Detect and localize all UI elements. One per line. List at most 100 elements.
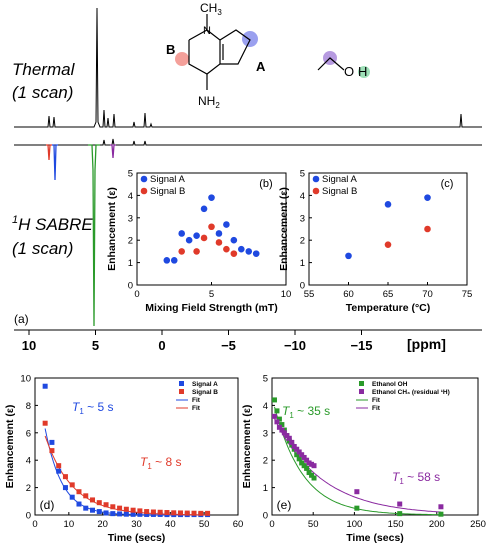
- chart-d-series-1-point-18: [164, 510, 170, 516]
- chart-d-series-0-point-13: [130, 511, 136, 517]
- chart-c-xtick-label-4: 75: [462, 289, 473, 300]
- chart-d-xtick-label-3: 30: [131, 519, 142, 530]
- chart-e-series-1-point-2: [276, 424, 282, 430]
- chart-d-series-0-point-11: [117, 511, 123, 517]
- chart-d-frame: [34, 377, 239, 516]
- chart-d-series-0-point-7: [90, 507, 96, 513]
- chart-d-series-1-point-12: [123, 506, 129, 512]
- ethanol-ch-peak: [110, 144, 116, 159]
- amine-label: NH2: [198, 94, 220, 110]
- ppm-tick-label-0: 10: [22, 338, 36, 353]
- chart-c-series-0-point-2: [424, 194, 431, 201]
- chart-d-annotation-1-sub: 1: [147, 462, 152, 471]
- chart-b-series-0-point-6: [208, 194, 215, 201]
- chart-d-xtick-label-6: 60: [233, 519, 244, 530]
- chart-d-ylabel: Enhancement (ε): [4, 405, 16, 489]
- chart-b-legend-label-0: Signal A: [150, 174, 186, 185]
- chart-b-ytick-label-1: 1: [128, 258, 133, 269]
- chart-e-xtick-label-4: 200: [429, 519, 445, 530]
- chart-e-series-1-point-18: [397, 501, 403, 507]
- panel-label-a: (a): [14, 312, 29, 326]
- chart-d-xtick-label-1: 10: [64, 519, 75, 530]
- chart-b-xtick-label-2: 10: [281, 289, 292, 300]
- chart-b-series-0-point-12: [252, 250, 260, 257]
- chart-b: 0 5 10 0 1 2 3 4 5 Mixing Field Strength (mT) Enha…: [106, 169, 291, 315]
- chart-b-ylabel: Enhancement (ε): [106, 187, 118, 271]
- chart-c-ytick-label-3: 3: [300, 213, 305, 224]
- chart-d-series-1-point-3: [62, 474, 68, 480]
- chart-d-series-1-point-1: [49, 448, 55, 454]
- chart-e-series-0-point-18: [397, 511, 403, 517]
- chart-b-series-0-point-11: [245, 248, 253, 255]
- chart-c-xtick-label-0: 55: [304, 289, 315, 300]
- chart-d-ytick-label-4: 8: [26, 401, 31, 412]
- chart-b-xtick-label-0: 0: [134, 289, 139, 300]
- chart-e-series-0-point-16: [311, 475, 317, 481]
- sabre-trace: [14, 138, 482, 146]
- chart-e-series-0-point-13: [304, 465, 310, 471]
- chart-e-legend-marker-0: [359, 381, 364, 386]
- chart-d-xtick-label-0: 0: [32, 519, 37, 530]
- chart-e-series-0-point-12: [301, 463, 307, 469]
- methyl-label: CH3: [200, 1, 222, 17]
- chart-c-legend-marker-1: [312, 187, 320, 195]
- chart-d-series-1-point-5: [76, 489, 82, 495]
- methyl-text: CH: [200, 1, 217, 15]
- chart-c-ylabel: Enhancement (ε): [278, 187, 290, 271]
- signal-a-peak: [52, 144, 58, 181]
- site-b-label: B: [166, 42, 175, 57]
- chart-e: 0 50 100 150 200 250 0 1 2 3 4 5 Time (secs) Enhancem…: [241, 374, 486, 545]
- chart-d-xtick-label-4: 40: [165, 519, 176, 530]
- chart-b-series-0-point-4: [193, 232, 200, 240]
- chart-e-series-1-point-19: [438, 504, 444, 510]
- adenine-structure: [175, 14, 258, 90]
- chart-b-series-0-point-8: [223, 221, 230, 228]
- sabre-label: 1H SABRE: [12, 214, 93, 234]
- chart-e-series-1-point-6: [286, 435, 292, 441]
- chart-e-annotation-0-sub: 1: [289, 411, 294, 420]
- chart-c-series-0-point-0: [345, 252, 352, 260]
- chart-d-series-1-point-15: [144, 509, 150, 515]
- chart-e-series-0-point-3: [279, 422, 285, 428]
- sabre-label-main: H SABRE: [18, 215, 93, 234]
- chart-e-xtick-label-2: 100: [346, 519, 362, 530]
- chart-c-ytick-label-0: 0: [300, 281, 305, 292]
- chart-e-series-1-point-3: [279, 427, 285, 433]
- ppm-tick-label-4: −10: [284, 338, 306, 353]
- chart-e-legend-label-0: Ethanol OH: [372, 381, 408, 388]
- chart-e-series-1-point-12: [301, 454, 307, 460]
- chart-b-series-0-point-1: [170, 257, 178, 264]
- methyl-sub: 3: [217, 8, 222, 17]
- chart-e-annotation-1: T1 ~ 58 s: [392, 470, 440, 486]
- chart-d-legend-label-0: Signal A: [192, 381, 218, 388]
- chart-c-ytick-label-1: 1: [300, 258, 305, 269]
- chart-e-annotation-1-sub: 1: [399, 477, 404, 486]
- chart-e-series-0-point-19: [438, 511, 444, 517]
- chart-e-ytick-label-5: 5: [263, 374, 268, 385]
- chart-e-legend-label-3: Fit: [372, 405, 381, 412]
- chart-c-ytick-label-2: 2: [300, 236, 305, 247]
- chart-d-series-1-point-0: [42, 420, 48, 426]
- chart-d-series-1-point-17: [157, 509, 163, 515]
- chart-c-series-1-point-0: [384, 241, 392, 248]
- chart-b-ytick-label-0: 0: [128, 281, 133, 292]
- chart-d-series-0-point-8: [96, 509, 102, 515]
- chart-d-series-1-point-2: [56, 463, 62, 469]
- ethanol-h: H: [358, 64, 367, 79]
- chart-d-series-1-point-21: [184, 510, 190, 516]
- chart-e-series-0-point-14: [306, 470, 312, 476]
- n-label: N: [203, 25, 211, 37]
- chart-e-series-1-point-13: [304, 457, 310, 463]
- chart-e-series-1-point-7: [289, 439, 295, 445]
- chart-b-series-1-point-5: [223, 245, 230, 253]
- chart-e-series-0-point-0: [271, 397, 277, 403]
- chart-c-ytick-label-4: 4: [300, 191, 305, 202]
- chart-b-series-0-point-0: [163, 257, 171, 264]
- chart-e-series-0-point-10: [296, 456, 302, 462]
- chart-b-series-0-point-3: [185, 236, 193, 244]
- signal-b-peak: [46, 144, 52, 161]
- chart-d-series-0-point-5: [76, 501, 82, 507]
- chart-b-series-0-point-9: [230, 236, 238, 244]
